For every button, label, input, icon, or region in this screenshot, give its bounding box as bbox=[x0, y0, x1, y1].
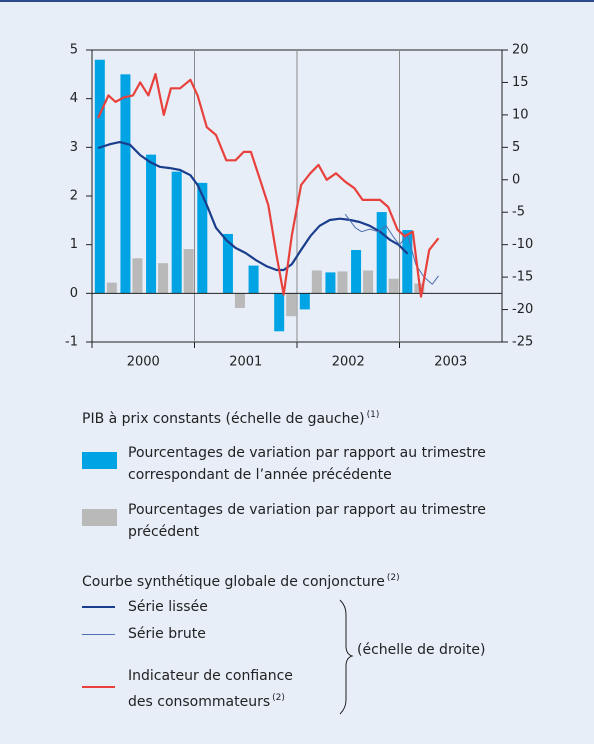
bar bbox=[286, 293, 297, 317]
bar bbox=[120, 74, 131, 294]
x-tick-label: 2001 bbox=[229, 355, 262, 370]
y-tick-label: 3 bbox=[70, 140, 78, 155]
legend-swatch bbox=[82, 686, 115, 688]
bar bbox=[106, 282, 117, 294]
y2-tick-label: -25 bbox=[512, 335, 533, 350]
bar bbox=[311, 270, 322, 294]
bar bbox=[146, 154, 157, 294]
line bbox=[97, 72, 440, 298]
legend-note: (2) bbox=[272, 693, 285, 703]
bar bbox=[325, 272, 336, 294]
legend-group-label: PIB à prix constants (échelle de gauche) bbox=[82, 411, 365, 427]
bar bbox=[94, 59, 105, 294]
legend-entry: Série lissée bbox=[128, 596, 318, 618]
y2-tick-label: 15 bbox=[512, 75, 529, 90]
y2-tick-label: 0 bbox=[512, 172, 520, 187]
y2-tick-label: -10 bbox=[512, 237, 533, 252]
bar bbox=[299, 293, 310, 310]
legend-group-title: Courbe synthétique globale de conjonctur… bbox=[82, 567, 400, 593]
legend-label: Série brute bbox=[128, 626, 206, 642]
bar bbox=[388, 278, 399, 294]
bar bbox=[351, 250, 362, 294]
bar bbox=[171, 171, 182, 294]
bar bbox=[248, 265, 259, 294]
legend-swatch bbox=[82, 509, 117, 526]
bar bbox=[376, 212, 387, 294]
y-tick-label: 2 bbox=[70, 189, 78, 204]
bar bbox=[132, 258, 143, 294]
legend-group-title: PIB à prix constants (échelle de gauche)… bbox=[82, 404, 379, 430]
right-scale-label: (échelle de droite) bbox=[357, 642, 486, 658]
legend-group-label: Courbe synthétique globale de conjonctur… bbox=[82, 574, 385, 590]
y-tick-label: 5 bbox=[70, 43, 78, 58]
bar bbox=[274, 293, 285, 332]
legend-label: Indicateur de confiance des consommateur… bbox=[128, 668, 293, 710]
y2-tick-label: 5 bbox=[512, 140, 520, 155]
legend-entry: Pourcentages de variation par rapport au… bbox=[128, 499, 508, 543]
bar bbox=[234, 293, 245, 308]
legend-entry: Série brute bbox=[128, 623, 318, 645]
y2-tick-label: 10 bbox=[512, 107, 529, 122]
x-tick-label: 2002 bbox=[332, 355, 365, 370]
legend-swatch bbox=[82, 606, 115, 608]
y-tick-label: 1 bbox=[70, 237, 78, 252]
y2-tick-label: 20 bbox=[512, 43, 529, 58]
bar bbox=[158, 263, 169, 294]
legend-entry: Pourcentages de variation par rapport au… bbox=[128, 442, 508, 486]
line bbox=[97, 141, 409, 272]
bar bbox=[197, 182, 208, 294]
legend-swatch bbox=[82, 634, 115, 635]
top-rule bbox=[0, 0, 594, 2]
y-tick-label: 4 bbox=[70, 91, 78, 106]
y-tick-label: 0 bbox=[70, 286, 78, 301]
y-tick-label: -1 bbox=[65, 335, 78, 350]
legend-swatch bbox=[82, 452, 117, 469]
legend-label: Série lissée bbox=[128, 599, 208, 615]
legend-note: (1) bbox=[366, 410, 380, 420]
bar bbox=[222, 233, 233, 294]
bar bbox=[363, 270, 374, 294]
y2-tick-label: -20 bbox=[512, 302, 533, 317]
legend-entry: Indicateur de confiance des consommateur… bbox=[128, 665, 318, 713]
bar bbox=[183, 249, 194, 294]
legend-label: Pourcentages de variation par rapport au… bbox=[128, 445, 486, 483]
y2-tick-label: -15 bbox=[512, 270, 533, 285]
legend-note: (2) bbox=[386, 573, 400, 583]
x-tick-label: 2003 bbox=[434, 355, 467, 370]
bar bbox=[337, 271, 348, 294]
x-tick-label: 2000 bbox=[127, 355, 160, 370]
y2-tick-label: -5 bbox=[512, 205, 525, 220]
legend-label: Pourcentages de variation par rapport au… bbox=[128, 502, 486, 540]
bar bbox=[402, 230, 413, 294]
